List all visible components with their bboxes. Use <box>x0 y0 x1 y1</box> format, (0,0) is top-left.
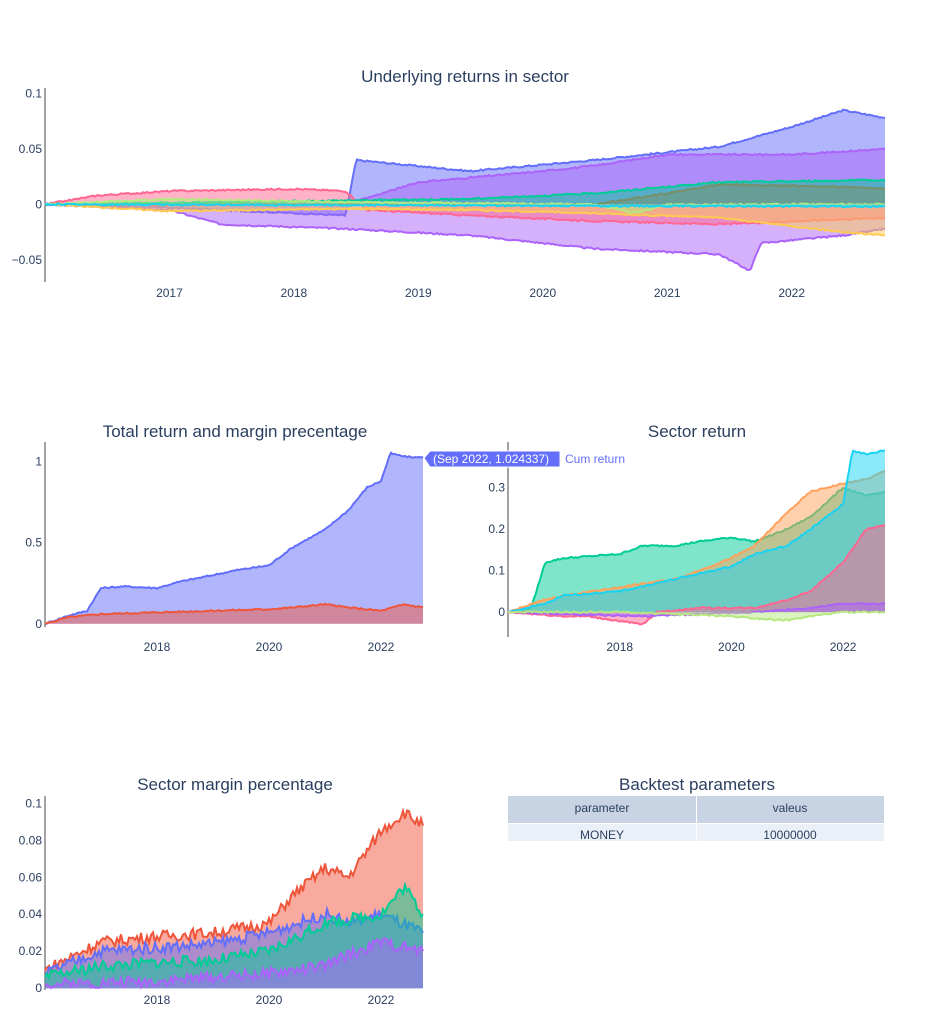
chart-title-underlying: Underlying returns in sector <box>361 67 569 86</box>
chart-title-margin: Sector margin percentage <box>137 775 333 794</box>
y-tick-label: 0.06 <box>19 870 43 884</box>
series-area-0 <box>45 452 423 624</box>
y-tick-label: 0.1 <box>25 796 42 810</box>
table-header-cell-parameter <box>508 796 696 823</box>
hover-label-box <box>423 450 561 468</box>
y-tick-label: 0.05 <box>19 142 43 156</box>
series-area-4 <box>508 603 885 617</box>
series-area-6 <box>45 179 885 205</box>
x-tick-label: 2020 <box>256 640 283 654</box>
x-tick-label: 2018 <box>144 640 171 654</box>
series-line-1[interactable] <box>44 203 886 272</box>
y-tick-label: 0 <box>498 605 505 619</box>
backtest-table: Backtest parameters parameter valeus MON… <box>508 775 884 842</box>
y-tick-label: 0.3 <box>488 481 505 495</box>
plot-area-sector[interactable]: 2018 2020 2022 0 0.1 0.2 0.3 <box>488 442 886 654</box>
hover-label-value: (Sep 2022, 1.024337) <box>433 452 549 466</box>
table-row-parameter: MONEY <box>580 828 624 842</box>
plot-area-underlying[interactable]: 2017 2018 2019 2020 2021 2022 −0.05 0 0.05 0.1 <box>12 87 886 300</box>
x-tick-label: 2021 <box>654 286 681 300</box>
series-line-0[interactable] <box>44 807 424 975</box>
y-tick-label: 0 <box>35 197 42 211</box>
table-title: Backtest parameters <box>619 775 775 794</box>
series-line-8[interactable] <box>44 202 886 209</box>
table-cell-money-value <box>697 824 884 841</box>
series-line-1[interactable] <box>44 602 424 625</box>
x-tick-label: 2020 <box>256 993 283 1007</box>
chart-margin: Sector margin percentage 2018 2020 2022 0 0.… <box>19 775 424 1007</box>
chart-title-sector: Sector return <box>648 422 746 441</box>
series-line-2[interactable] <box>507 449 886 614</box>
x-tick-label: 2022 <box>368 640 395 654</box>
chart-total: Total return and margin precentage 2018 2… <box>25 422 424 654</box>
table-cell-money <box>508 824 696 841</box>
chart-underlying: Underlying returns in sector 2017 2018 201… <box>12 67 886 300</box>
y-tick-label: 0 <box>35 981 42 995</box>
y-tick-label: −0.05 <box>12 253 43 267</box>
y-tick-label: 0.08 <box>19 833 43 847</box>
x-tick-label: 2020 <box>718 640 745 654</box>
series-line-3[interactable] <box>507 524 886 626</box>
table-row-value: 10000000 <box>763 828 817 842</box>
y-tick-label: 0.5 <box>25 536 42 550</box>
series-line-2[interactable] <box>44 881 424 981</box>
series-line-0[interactable] <box>44 451 424 625</box>
hover-tooltip: (Sep 2022, 1.024337) Cum return <box>423 450 625 468</box>
chart-title-total: Total return and margin precentage <box>103 422 368 441</box>
x-tick-label: 2018 <box>281 286 308 300</box>
series-line-5[interactable] <box>508 610 886 622</box>
plot-area-total[interactable]: 2018 2020 2022 0 0.5 1 <box>25 442 424 654</box>
y-tick-label: 0.1 <box>25 87 42 101</box>
chart-sector: Sector return 2018 2020 2022 0 0.1 0.2 0.3 <box>488 422 886 654</box>
series-line-5[interactable] <box>44 203 885 237</box>
y-tick-label: 1 <box>35 454 42 468</box>
x-tick-label: 2022 <box>778 286 805 300</box>
x-tick-label: 2022 <box>830 640 857 654</box>
table-header-parameter: parameter <box>575 801 630 815</box>
series-area-2 <box>508 450 885 613</box>
series-area-1 <box>45 603 423 624</box>
series-area-7 <box>45 198 885 213</box>
x-tick-label: 2019 <box>405 286 432 300</box>
x-tick-label: 2020 <box>529 286 556 300</box>
x-tick-label: 2017 <box>156 286 183 300</box>
series-area-5 <box>45 204 885 236</box>
x-tick-label: 2018 <box>144 993 171 1007</box>
x-tick-label: 2022 <box>368 993 395 1007</box>
x-tick-label: 2018 <box>606 640 633 654</box>
y-tick-label: 0.02 <box>19 944 43 958</box>
y-tick-label: 0 <box>35 617 42 631</box>
series-line-2[interactable] <box>44 187 886 226</box>
series-line-3[interactable] <box>45 936 424 991</box>
y-tick-label: 0.2 <box>488 522 505 536</box>
hover-label-series: Cum return <box>565 452 625 466</box>
y-tick-label: 0.04 <box>19 907 43 921</box>
table-header-valeus: valeus <box>773 801 808 815</box>
y-tick-label: 0.1 <box>488 564 505 578</box>
table-header-cell-valeus <box>697 796 884 823</box>
plot-area-margin[interactable]: 2018 2020 2022 0 0.02 0.04 0.06 0.08 0.1 <box>19 796 424 1007</box>
series-area-3 <box>45 938 423 989</box>
